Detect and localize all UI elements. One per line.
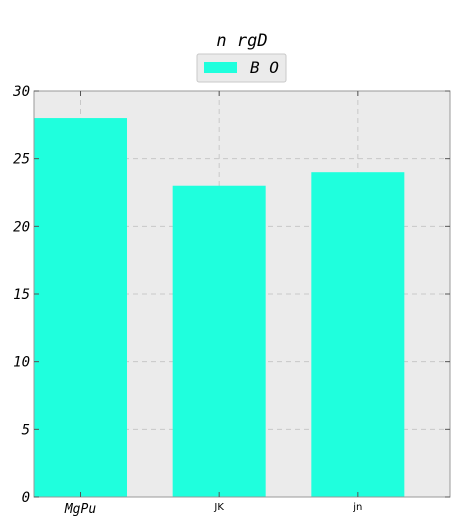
legend-box [196, 53, 287, 83]
chart-title: n rgD [216, 31, 267, 51]
bar-JK [172, 185, 266, 497]
y-tick-label: 20 [13, 219, 30, 235]
y-axis: 0 5 10 15 20 25 30 [12, 84, 450, 506]
y-tick-label: 5 [22, 422, 30, 438]
x-axis: MgPu JK jn [64, 91, 362, 517]
y-tick-label: 0 [22, 490, 30, 506]
bar-jn [311, 172, 405, 497]
y-tick-label: 10 [13, 355, 30, 371]
legend: B O [196, 53, 287, 83]
x-tick-label: MgPu [64, 502, 96, 517]
y-tick-label: 25 [13, 152, 30, 168]
legend-label: B O [250, 58, 279, 77]
y-tick-label: 30 [12, 84, 30, 100]
bar-MgPu [34, 118, 127, 498]
x-tick-label: JK [213, 502, 224, 513]
legend-swatch-icon [204, 62, 237, 73]
x-tick-label: jn [352, 502, 362, 513]
y-tick-label: 15 [13, 287, 30, 303]
bars [34, 118, 405, 498]
